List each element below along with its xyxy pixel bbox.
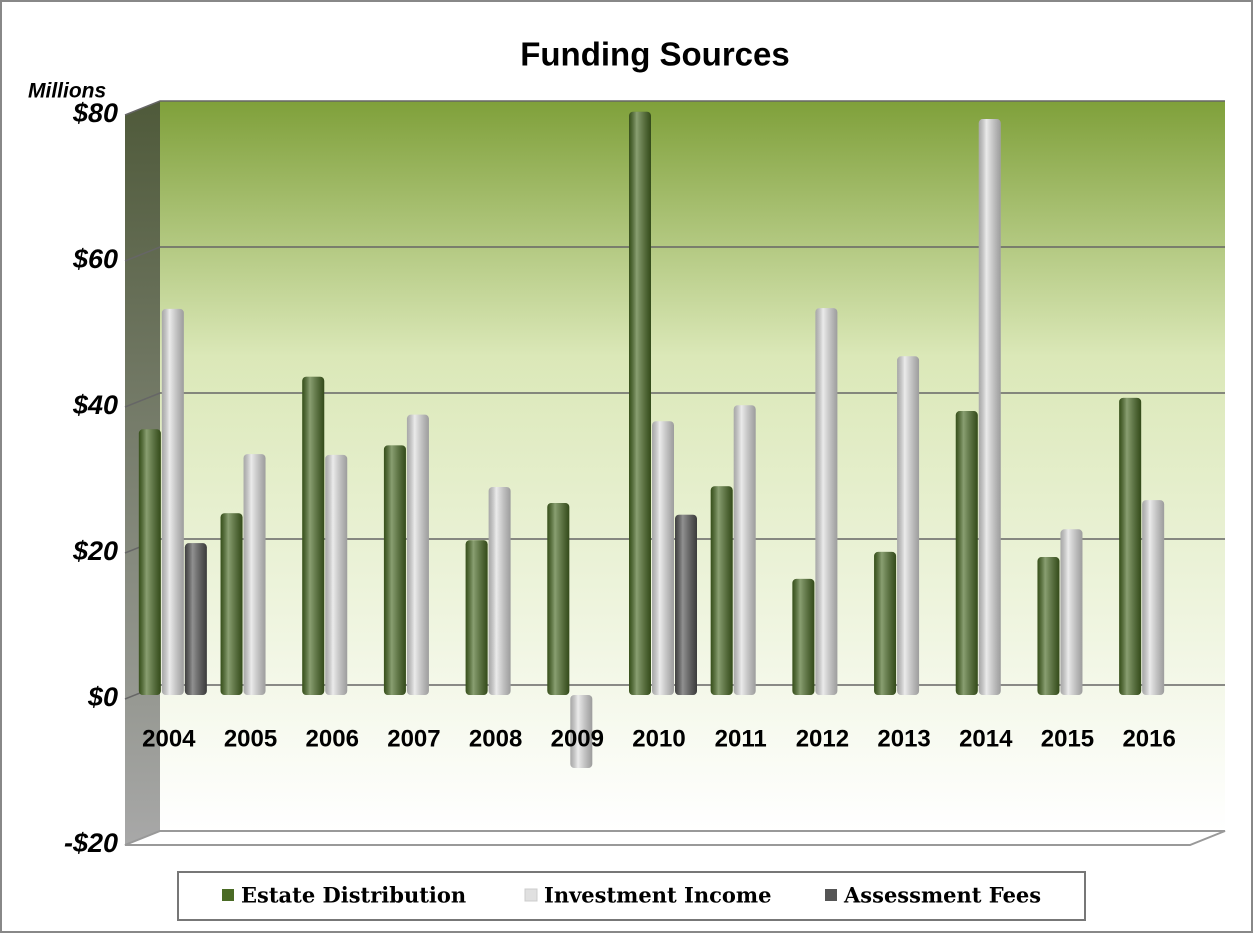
bar-shade xyxy=(570,695,593,768)
bar-shade xyxy=(1142,500,1165,695)
x-tick-label: 2013 xyxy=(877,725,930,752)
bar-shade xyxy=(325,454,348,695)
bar-shade xyxy=(978,119,1001,695)
bar-shade xyxy=(161,308,184,695)
x-tick-label: 2007 xyxy=(387,725,440,752)
bar-shade xyxy=(710,486,733,695)
x-tick-label: 2006 xyxy=(306,725,359,752)
grid-line xyxy=(124,246,1225,262)
y-tick-label: $60 xyxy=(72,244,118,274)
x-tick-label: 2011 xyxy=(715,725,767,752)
bar-shade xyxy=(184,543,207,695)
legend-label: Investment Income xyxy=(544,883,772,908)
bar-shade xyxy=(465,540,488,695)
grid-line xyxy=(124,100,1225,116)
x-tick-label: 2014 xyxy=(959,725,1013,752)
legend-label: Estate Distribution xyxy=(241,883,466,908)
legend-swatch xyxy=(825,889,837,901)
y-tick-label: $80 xyxy=(72,98,118,128)
bar-shade xyxy=(547,503,570,695)
bar-shade xyxy=(652,421,674,695)
y-tick-label: $20 xyxy=(72,536,118,566)
bar-shade xyxy=(138,429,161,695)
y-tick-label: $0 xyxy=(87,682,118,712)
bar-shade xyxy=(302,376,325,695)
bar-shade xyxy=(1037,557,1060,695)
legend xyxy=(177,871,1086,921)
y-axis-label: Millions xyxy=(28,80,106,103)
bar-shade xyxy=(383,445,406,695)
bar-shade xyxy=(629,111,651,696)
y-tick-label: -$20 xyxy=(64,828,118,858)
legend-swatch xyxy=(524,888,538,902)
bar-shade xyxy=(406,414,429,695)
x-tick-label: 2009 xyxy=(551,725,604,752)
legend-swatch xyxy=(222,889,234,901)
x-tick-label: 2008 xyxy=(469,725,522,752)
x-tick-label: 2005 xyxy=(224,725,277,752)
floor xyxy=(124,830,1226,846)
bar-shade xyxy=(488,486,511,695)
chart-title: Funding Sources xyxy=(520,36,790,73)
bar-shade xyxy=(733,405,756,695)
bar-shade xyxy=(1060,529,1083,695)
bar-shade xyxy=(815,308,838,695)
bar-shade xyxy=(792,578,815,695)
bar-shade xyxy=(675,514,697,695)
x-tick-label: 2010 xyxy=(632,725,685,752)
y-tick-label: $40 xyxy=(72,390,118,420)
bar-shade xyxy=(955,411,978,695)
x-tick-label: 2015 xyxy=(1041,725,1094,752)
bar-shade xyxy=(897,356,920,695)
grid-line xyxy=(124,392,1225,408)
bar-shade xyxy=(874,551,897,695)
x-tick-label: 2012 xyxy=(796,725,849,752)
legend-label: Assessment Fees xyxy=(843,883,1041,908)
x-tick-label: 2004 xyxy=(142,725,196,752)
bar-shade xyxy=(243,454,266,695)
x-tick-label: 2016 xyxy=(1122,725,1175,752)
bar-shade xyxy=(1119,397,1142,695)
bar-shade xyxy=(220,513,243,695)
